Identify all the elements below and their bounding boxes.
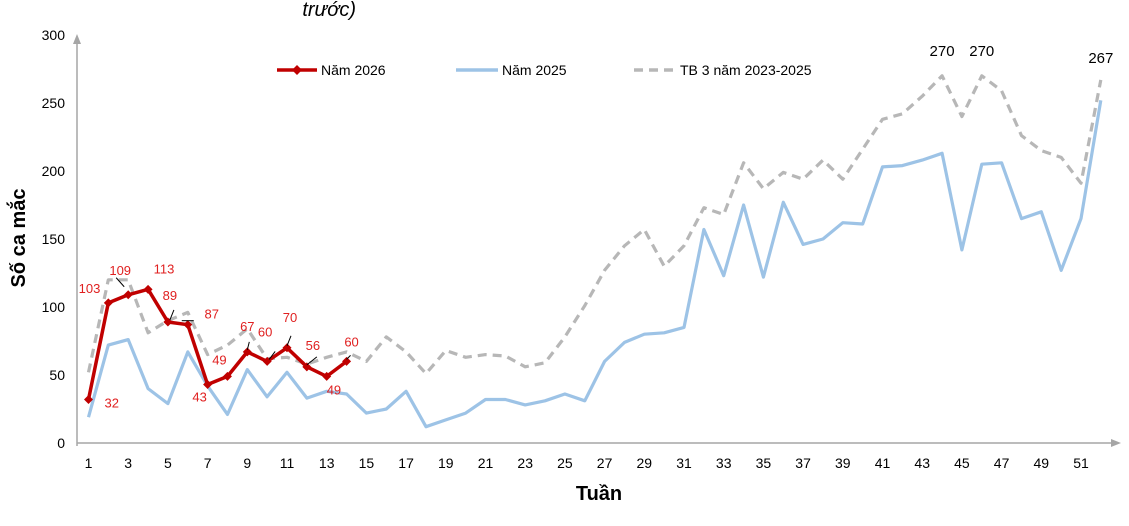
x-tick-label: 39 — [835, 455, 851, 471]
data-label: 270 — [930, 43, 955, 60]
data-label-leader — [346, 355, 351, 360]
legend-label-avg: TB 3 năm 2023-2025 — [680, 62, 812, 78]
legend-label-2026: Năm 2026 — [321, 62, 386, 78]
x-tick-label: 31 — [676, 455, 692, 471]
y-tick-label: 50 — [49, 367, 65, 383]
data-label: 113 — [154, 261, 175, 276]
x-tick-label: 15 — [359, 455, 375, 471]
data-label: 87 — [205, 307, 219, 322]
series-point — [84, 394, 93, 404]
legend-item-avg: TB 3 năm 2023-2025 — [634, 62, 812, 78]
data-label-leader — [286, 335, 292, 346]
data-label: 43 — [192, 390, 206, 405]
x-tick-label: 23 — [517, 455, 533, 471]
x-tick-label: 1 — [85, 455, 93, 471]
data-label: 49 — [212, 352, 226, 367]
data-label-leader — [306, 356, 318, 366]
legend-item-2026: Năm 2026 — [277, 62, 386, 78]
data-label: 270 — [969, 43, 994, 60]
series-point — [322, 371, 332, 381]
data-label: 89 — [163, 288, 177, 303]
series-point — [183, 320, 193, 330]
x-tick-labels: 1 3 5 7 9 11 13 15 17 19 21 23 25 27 29 31 33 35 37 39 41 43 4… — [85, 455, 1089, 471]
x-tick-label: 21 — [478, 455, 494, 471]
data-label: 70 — [283, 310, 297, 325]
series-point — [103, 298, 113, 308]
series-point — [222, 371, 232, 381]
x-tick-label: 29 — [637, 455, 653, 471]
series-point — [143, 284, 153, 294]
y-tick-label: 250 — [42, 95, 66, 111]
series-point — [242, 347, 252, 357]
x-tick-label: 37 — [795, 455, 811, 471]
data-label: 32 — [105, 395, 119, 410]
x-tick-label: 41 — [875, 455, 891, 471]
series-point — [123, 290, 133, 300]
data-label-leader — [268, 351, 276, 360]
y-tick-label: 0 — [57, 435, 65, 451]
y-axis-title: Số ca mắc — [6, 189, 30, 288]
x-tick-label: 25 — [557, 455, 573, 471]
top-text-fragment: trước) — [302, 0, 356, 21]
x-axis-arrow — [1111, 439, 1121, 447]
data-label-leader — [169, 309, 175, 321]
x-tick-label: 7 — [204, 455, 212, 471]
data-label-layer: 32 103 109 113 89 87 43 49 67 60 70 56 49 60 270 270 267 — [79, 43, 1114, 411]
x-tick-label: 35 — [756, 455, 772, 471]
x-tick-label: 11 — [280, 455, 295, 471]
legend-label-2025: Năm 2025 — [502, 62, 567, 78]
legend-item-2025: Năm 2025 — [456, 62, 567, 78]
y-tick-label: 200 — [42, 163, 66, 179]
series-line-2 — [86, 74, 1103, 376]
x-tick-label: 9 — [243, 455, 251, 471]
data-label: 109 — [109, 263, 131, 278]
series-layer — [84, 74, 1103, 429]
data-label-leader — [246, 341, 250, 351]
y-tick-label: 300 — [42, 27, 66, 43]
x-tick-label: 27 — [597, 455, 613, 471]
data-label: 67 — [240, 319, 254, 334]
series-point — [342, 356, 352, 366]
data-label: 60 — [344, 334, 358, 349]
series-line-1 — [86, 100, 1103, 429]
legend: Năm 2026 Năm 2025 TB 3 năm 2023-2025 — [277, 62, 812, 78]
x-tick-label: 19 — [438, 455, 454, 471]
x-tick-label: 5 — [164, 455, 172, 471]
data-label: 49 — [327, 382, 341, 397]
y-axis-arrow — [73, 34, 81, 44]
data-label: 103 — [79, 281, 101, 296]
data-label: 267 — [1088, 50, 1113, 67]
y-tick-label: 100 — [42, 299, 66, 315]
x-tick-label: 47 — [994, 455, 1010, 471]
x-axis-title: Tuần — [576, 483, 622, 505]
y-tick-labels: 0 50 100 150 200 250 300 — [42, 27, 66, 451]
x-tick-label: 45 — [954, 455, 970, 471]
data-label-leader — [115, 277, 125, 288]
y-tick-label: 150 — [42, 231, 66, 247]
x-tick-label: 13 — [319, 455, 335, 471]
x-tick-label: 33 — [716, 455, 732, 471]
series-point — [282, 343, 292, 353]
data-label: 56 — [306, 338, 320, 353]
x-tick-label: 43 — [914, 455, 930, 471]
series-point — [302, 362, 312, 372]
x-tick-label: 17 — [398, 455, 414, 471]
x-tick-label: 51 — [1073, 455, 1089, 471]
x-tick-label: 3 — [124, 455, 132, 471]
data-label: 60 — [258, 324, 272, 339]
axes — [73, 34, 1121, 447]
x-tick-label: 49 — [1034, 455, 1050, 471]
series-point — [203, 380, 213, 390]
